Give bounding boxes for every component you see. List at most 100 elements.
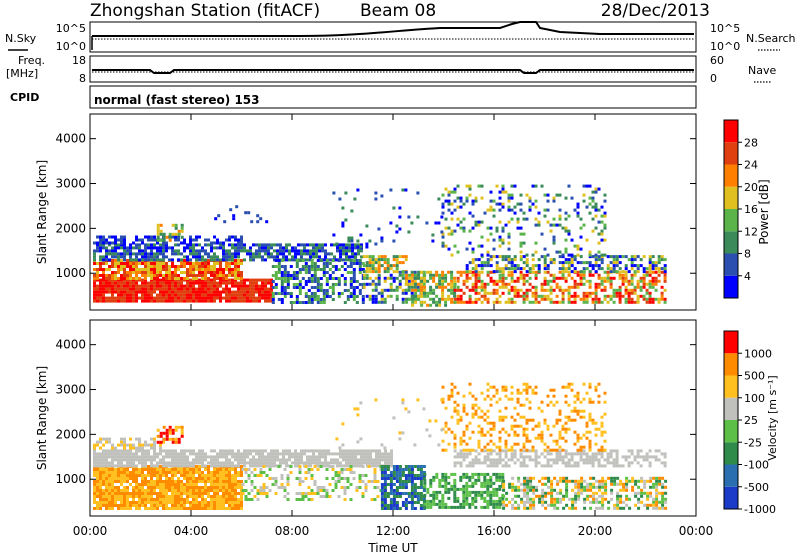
power-cell — [474, 258, 478, 262]
power-cell — [144, 255, 147, 259]
power-cell — [564, 276, 568, 280]
power-cell — [627, 291, 631, 295]
velocity-cell — [489, 464, 493, 468]
velocity-cell — [477, 458, 481, 462]
power-cell — [249, 278, 252, 282]
velocity-cell — [129, 477, 132, 480]
power-cell — [330, 252, 333, 256]
power-cell — [183, 287, 186, 291]
velocity-cell — [528, 455, 532, 459]
velocity-cell — [222, 501, 225, 504]
power-cell — [280, 292, 284, 295]
power-cell — [237, 265, 240, 268]
power-cell — [180, 271, 183, 274]
velocity-cell — [156, 477, 159, 480]
velocity-cell — [144, 504, 147, 507]
power-cell — [444, 244, 448, 248]
velocity-cell — [407, 465, 411, 468]
power-cell — [231, 278, 234, 282]
power-cell — [480, 264, 484, 268]
power-cell — [429, 270, 433, 274]
power-cell — [195, 287, 198, 291]
velocity-cell — [380, 504, 384, 507]
power-cell — [274, 283, 278, 286]
power-cell — [198, 284, 201, 288]
power-cell — [501, 273, 505, 277]
y-tick-label: 1000 — [55, 266, 86, 280]
velocity-cell — [123, 455, 126, 459]
power-cell — [123, 268, 126, 271]
velocity-cell — [225, 449, 228, 453]
power-cell — [123, 243, 126, 247]
velocity-cell — [126, 461, 129, 465]
velocity-cell — [474, 490, 478, 494]
power-cell — [307, 289, 311, 292]
velocity-cell — [645, 452, 649, 456]
velocity-cell — [171, 464, 174, 468]
velocity-cell — [162, 464, 165, 468]
velocity-cell — [222, 449, 225, 453]
power-cell — [123, 287, 126, 291]
power-cell — [325, 280, 329, 283]
power-cell — [292, 301, 296, 304]
power-cell — [177, 249, 180, 253]
power-cell — [483, 285, 487, 289]
power-cell — [374, 191, 378, 195]
power-cell — [186, 293, 189, 297]
power-cell — [213, 287, 216, 291]
power-cell — [310, 286, 314, 289]
power-cell — [404, 291, 408, 295]
power-cell — [657, 297, 661, 301]
power-cell — [286, 283, 290, 286]
velocity-cell — [331, 468, 335, 471]
velocity-cell — [307, 492, 311, 495]
velocity-cell — [383, 498, 387, 501]
power-cell — [231, 268, 234, 271]
velocity-cell — [277, 486, 281, 489]
power-cell — [192, 252, 195, 256]
power-cell — [486, 261, 490, 265]
velocity-cell — [189, 452, 192, 456]
power-cell — [525, 217, 529, 221]
velocity-cell — [138, 495, 141, 498]
velocity-cell — [366, 452, 369, 456]
power-cell — [486, 264, 490, 268]
velocity-cell — [630, 461, 634, 465]
power-cell — [189, 265, 192, 268]
power-cell — [405, 300, 409, 304]
power-cell — [365, 267, 369, 271]
velocity-cell — [123, 495, 126, 498]
velocity-cell — [444, 481, 448, 485]
power-cell — [401, 270, 405, 274]
power-cell — [240, 241, 243, 245]
velocity-cell — [373, 477, 377, 480]
velocity-cell — [498, 475, 502, 479]
velocity-cell — [375, 455, 378, 459]
power-cell — [219, 278, 222, 282]
velocity-cell — [225, 464, 228, 468]
power-cell — [102, 241, 105, 245]
velocity-cell — [483, 478, 487, 482]
velocity-cell — [298, 465, 302, 468]
power-cell — [111, 274, 114, 277]
velocity-cell — [96, 480, 99, 483]
power-cell — [371, 270, 375, 274]
power-cell — [285, 243, 288, 247]
velocity-cell — [432, 499, 436, 503]
velocity-cell — [228, 474, 231, 477]
power-cell — [273, 243, 276, 247]
power-cell — [597, 258, 601, 262]
power-cell — [606, 267, 610, 271]
velocity-cell — [258, 461, 261, 465]
power-cell — [186, 262, 189, 265]
velocity-cell — [102, 495, 105, 498]
velocity-cell — [117, 480, 120, 483]
velocity-cell — [105, 480, 108, 483]
velocity-cell — [651, 455, 655, 459]
power-cell — [105, 287, 108, 291]
power-cell — [624, 267, 628, 271]
velocity-cell — [201, 474, 204, 477]
velocity-cell — [237, 461, 240, 465]
velocity-cell — [380, 483, 384, 486]
power-cell — [222, 290, 225, 294]
